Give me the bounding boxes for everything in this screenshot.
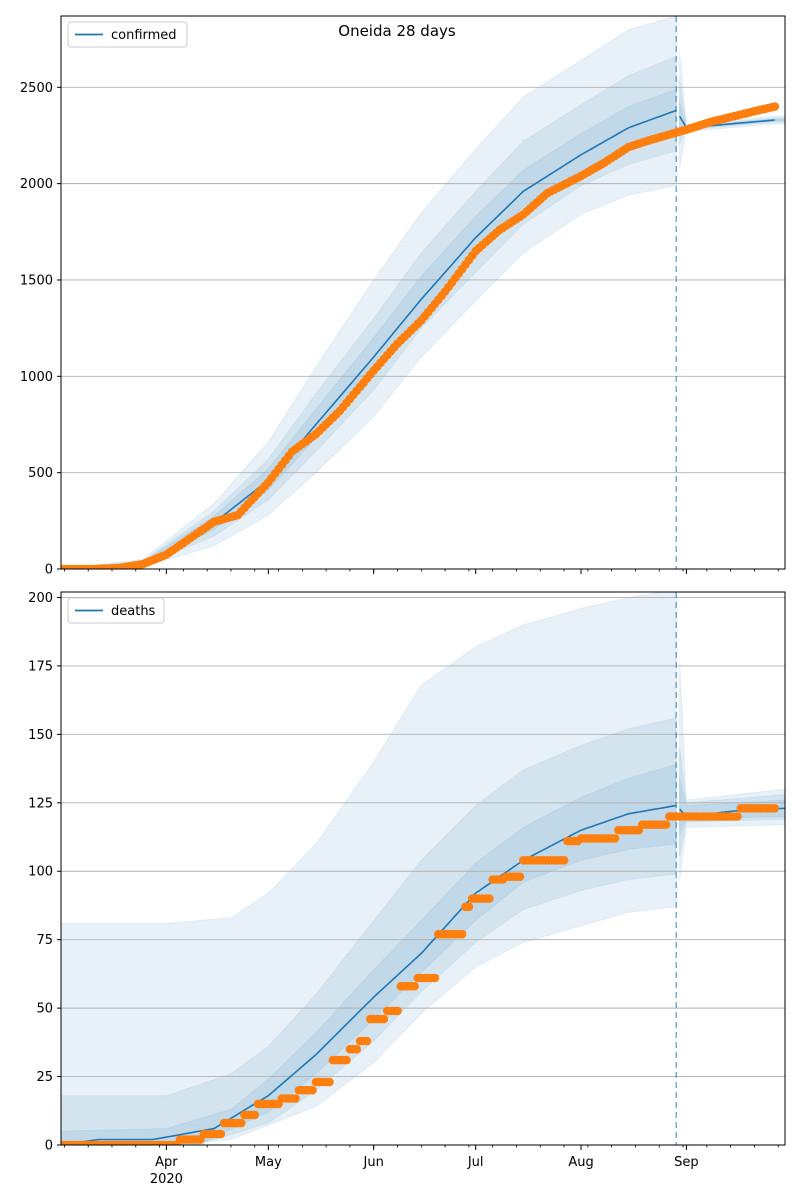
band-outer-forecast — [679, 659, 785, 881]
plot-area — [61, 16, 785, 569]
observed-point — [430, 973, 440, 983]
x-tick-sublabel: 2020 — [150, 1172, 183, 1187]
y-tick-label: 125 — [28, 796, 53, 811]
observed-point — [379, 1014, 389, 1024]
observed-point — [236, 1118, 246, 1128]
plot-area — [61, 592, 785, 1145]
observed-point — [661, 820, 671, 829]
observed-point — [362, 1036, 372, 1046]
x-tick-label: Aug — [568, 1155, 593, 1170]
y-tick-label: 2500 — [20, 81, 53, 96]
axes-frame — [60, 15, 786, 570]
band-middle-forecast — [679, 746, 785, 857]
observed-point — [610, 834, 620, 843]
figure-title: Oneida 28 days — [338, 22, 456, 40]
observed-point — [485, 894, 494, 903]
band-outer — [61, 16, 677, 569]
y-tick-label: 200 — [28, 591, 53, 606]
y-tick-label: 0 — [45, 1139, 53, 1154]
legend-label: deaths — [111, 604, 156, 619]
panel-confirmed: 0 500 1000 1500 2000 2500 confirmed — [20, 15, 786, 578]
observed-point — [291, 1094, 300, 1103]
observed-point — [733, 812, 742, 821]
y-tick-label: 150 — [28, 728, 53, 743]
y-tick-label: 100 — [28, 865, 53, 880]
band-middle — [61, 55, 677, 569]
y-tick-label: 25 — [36, 1070, 53, 1085]
x-tick-label: Jul — [467, 1155, 484, 1170]
observed-point — [393, 1006, 402, 1016]
x-tick-label: Jun — [363, 1155, 384, 1170]
y-tick-label: 75 — [36, 933, 53, 948]
legend-box — [67, 597, 165, 624]
observed-point — [352, 1044, 362, 1054]
legend-label: confirmed — [111, 28, 177, 43]
panel-deaths: 0 25 50 75 100 125 150 175 200 Apr 2020 May Jun Jul Au… — [28, 591, 786, 1187]
axes-frame — [60, 591, 786, 1146]
observed-point — [308, 1085, 317, 1095]
observed-point — [216, 1129, 226, 1139]
legend: deaths — [67, 597, 165, 624]
observed-point — [770, 102, 780, 111]
x-tick-label: May — [255, 1155, 282, 1170]
y-tick-label: 0 — [45, 563, 53, 578]
y-tick-label: 50 — [36, 1002, 53, 1017]
x-tick-label: Sep — [674, 1155, 699, 1170]
y-tick-label: 2000 — [20, 177, 53, 192]
observed-point — [325, 1077, 334, 1087]
legend-box — [67, 21, 188, 48]
legend: confirmed — [67, 21, 188, 48]
observed-point — [464, 902, 474, 912]
y-tick-label: 1000 — [20, 370, 53, 385]
observed-point — [342, 1055, 351, 1065]
y-tick-label: 175 — [28, 659, 53, 674]
observed-point — [515, 872, 525, 881]
model-line — [61, 804, 677, 1145]
observed-point — [457, 929, 467, 939]
observed-point — [410, 981, 419, 991]
observed-point — [770, 804, 780, 813]
x-tick-label: Apr — [155, 1155, 178, 1170]
observed-point — [559, 856, 569, 865]
y-tick-label: 500 — [28, 466, 53, 481]
observed-point — [250, 1110, 259, 1120]
y-tick-label: 1500 — [20, 273, 53, 288]
